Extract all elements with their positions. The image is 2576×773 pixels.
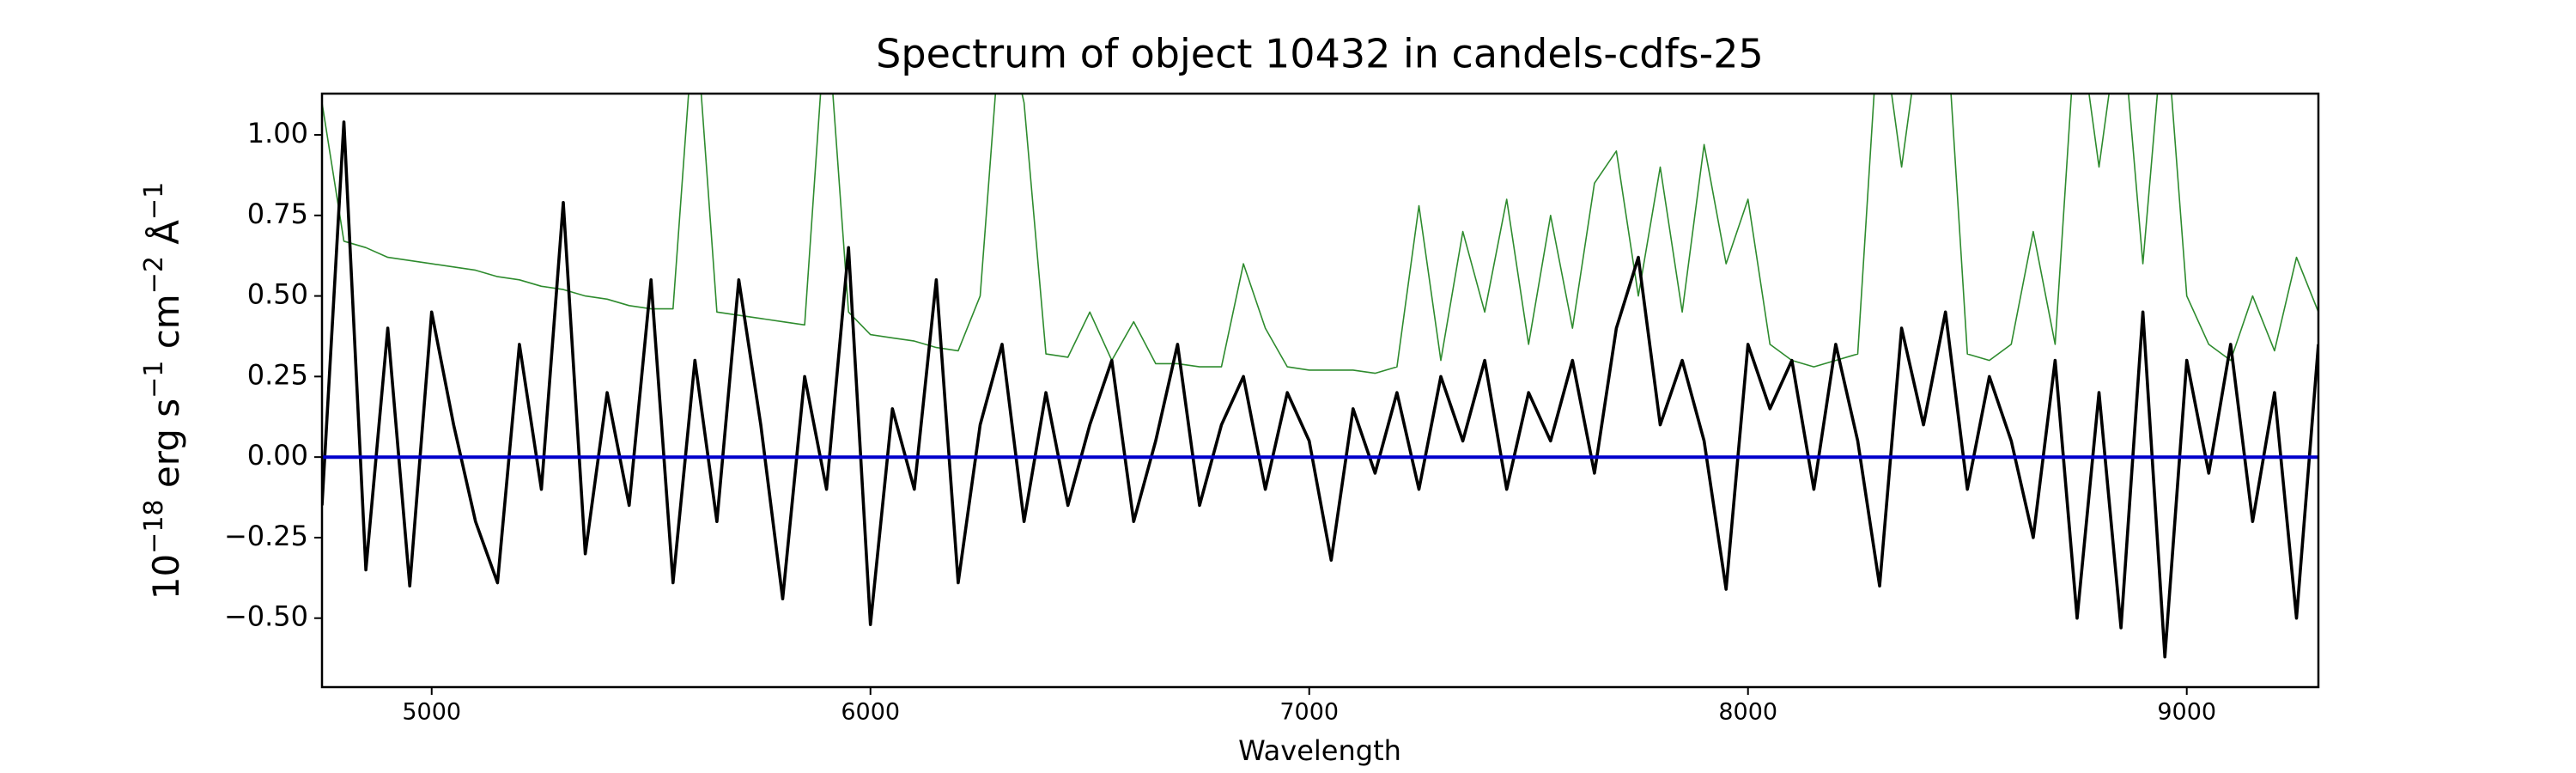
y-label-part: cm — [145, 294, 187, 360]
y-label-exponent: −2 — [139, 256, 169, 294]
x-tick-label: 7000 — [1279, 699, 1339, 726]
x-tick-label: 9000 — [2157, 699, 2216, 726]
y-tick-label: 0.50 — [247, 278, 308, 311]
axes-frame — [320, 92, 2320, 689]
x-tick-label: 5000 — [402, 699, 461, 726]
y-axis-label: 10−18 erg s−1 cm−2 Å−1 — [139, 182, 187, 600]
x-tick-label: 8000 — [1718, 699, 1777, 726]
plot-area — [322, 94, 2318, 659]
chart-title: Spectrum of object 10432 in candels-cdfs… — [876, 31, 1764, 77]
y-tick-label: −0.25 — [224, 520, 308, 552]
y-tick-label: 0.25 — [247, 358, 308, 391]
spectrum-line — [322, 120, 2318, 659]
y-label-part: Å — [144, 220, 187, 256]
spectrum-line — [322, 94, 2318, 374]
y-label-part: erg s — [145, 399, 187, 500]
y-tick-label: 1.00 — [247, 117, 308, 149]
y-label-exponent: −18 — [139, 500, 169, 554]
y-tick-label: −0.50 — [224, 600, 308, 633]
y-tick-label: 0.00 — [247, 439, 308, 472]
x-tick-label: 6000 — [841, 699, 900, 726]
y-label-exponent: −1 — [139, 182, 169, 220]
y-tick-label: 0.75 — [247, 198, 308, 230]
y-label-part: 10 — [145, 554, 187, 600]
y-label-exponent: −1 — [139, 361, 169, 399]
x-axis-label: Wavelength — [1238, 734, 1401, 767]
